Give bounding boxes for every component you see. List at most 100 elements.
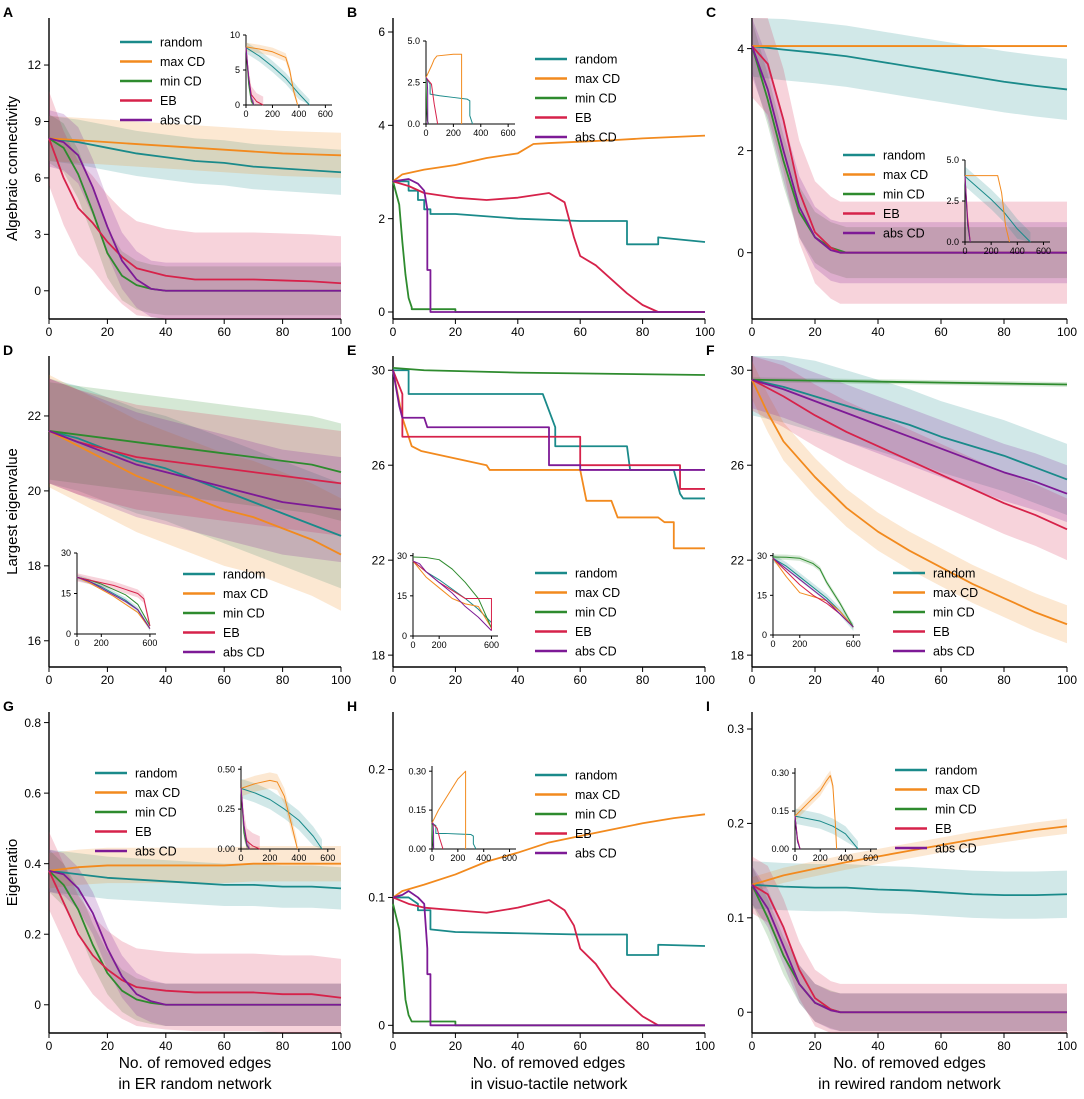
panel-h-letter: H	[347, 698, 357, 714]
panel-g-inset-y-tick-label: 0.00	[217, 844, 235, 854]
panel-e: E 0 20 40 60 80 100 18 22 26 30 random max CD min CD E…	[347, 342, 715, 687]
panel-i-band-min-cd	[752, 865, 1067, 1032]
panel-f-series-eb	[751, 378, 1068, 531]
panel-h-inset-y-tick-label: 0.00	[408, 844, 426, 854]
panel-b-series-random	[393, 180, 706, 246]
panel-g-x-tick-label: 20	[101, 1039, 115, 1053]
panel-e-inset: 0 200 600 0 15 30	[397, 551, 499, 650]
panel-d-x-tick-label: 40	[159, 673, 173, 687]
panel-g-inset-y-tick-label: 0.25	[217, 804, 235, 814]
panel-c-inset-y-tick-label: 0.0	[946, 237, 959, 247]
panel-c-inset-x-tick-label: 400	[1010, 246, 1025, 256]
panel-d-inset-series-eb	[76, 576, 151, 627]
panel-a-legend-label-eb: EB	[160, 94, 177, 108]
panel-d-legend-label-abs-cd: abs CD	[223, 646, 265, 660]
panel-a-series-max-cd	[48, 137, 342, 157]
panel-i-series-abs-cd	[751, 884, 1067, 1014]
panel-a-inset-y-tick-label: 0	[235, 100, 240, 110]
panel-h-series-min-cd	[392, 903, 705, 1027]
panel-a-legend-label-random: random	[160, 36, 202, 50]
panel-h-x-tick-label: 100	[695, 1039, 715, 1053]
panel-g-series-abs-cd	[48, 869, 341, 1006]
panel-f: F 0 20 40 60 80 100 18 22 26 30 random max CD min CD E…	[706, 342, 1077, 687]
panel-b-series-abs-cd	[392, 178, 705, 313]
panel-d-y-tick-label: 20	[28, 484, 42, 498]
panel-b-legend-label-abs-cd: abs CD	[575, 131, 617, 145]
panel-e-inset-x-tick-label: 0	[410, 640, 415, 650]
panel-i-x-tick-label: 20	[808, 1039, 822, 1053]
panel-b-inset-x-tick-label: 0	[423, 128, 428, 138]
panel-e-inset-y-tick-label: 0	[402, 631, 407, 641]
panel-g-band-min-cd	[49, 849, 341, 1026]
panel-e-x-tick-label: 0	[390, 673, 397, 687]
panel-g: G 0 20 40 60 80 100 0 0.2 0.4 0.6 0.8 random max CD mi…	[3, 698, 351, 1053]
panel-c-legend-label-min-cd: min CD	[883, 188, 925, 202]
panel-g-legend-label-min-cd: min CD	[135, 806, 177, 820]
panel-h-series-max-cd	[392, 813, 706, 899]
panel-c-inset-y-tick-label: 2.5	[946, 196, 959, 206]
panel-f-x-tick-label: 100	[1057, 673, 1077, 687]
panel-d-inset-x-tick-label: 200	[94, 638, 109, 648]
panel-a-inset-series-max-cd	[245, 46, 299, 106]
panel-h-inset-bg	[432, 766, 516, 849]
panel-g-y-tick-label: 0.8	[24, 716, 41, 730]
panel-c-legend-label-abs-cd: abs CD	[883, 227, 925, 241]
panel-g-legend-label-eb: EB	[135, 825, 152, 839]
panel-d-inset-x-tick-label: 0	[74, 638, 79, 648]
panel-f-series-max-cd	[751, 379, 1068, 626]
panel-d-legend-label-eb: EB	[223, 626, 240, 640]
panel-b-x-tick-label: 20	[449, 325, 463, 339]
panel-b-x-tick-label: 40	[511, 325, 525, 339]
panel-g-series-max-cd	[48, 862, 341, 872]
panel-g-letter: G	[3, 698, 14, 714]
panel-f-letter: F	[706, 342, 715, 358]
panel-d-y-tick-label: 16	[28, 634, 42, 648]
panel-i-legend: random max CD min CD EB abs CD	[895, 764, 980, 856]
panel-f-y-tick-label: 22	[731, 553, 745, 567]
panel-a-band-abs-cd	[49, 110, 341, 320]
panel-h-series-eb	[392, 896, 705, 1027]
col-xlabel-3-line-1: No. of removed edges	[833, 1055, 986, 1072]
panel-h-x-tick-label: 20	[449, 1039, 463, 1053]
panel-b-inset-bg	[426, 41, 515, 124]
panel-e-series-max-cd	[392, 370, 705, 550]
panel-g-inset-series-max-cd	[240, 779, 298, 850]
panel-f-series-min-cd	[751, 378, 1068, 386]
panel-f-inset-x-tick-label: 200	[792, 639, 807, 649]
panel-a-inset-band-max-cd	[246, 42, 298, 105]
panel-e-x-tick-label: 20	[449, 673, 463, 687]
panel-b-y-tick-label: 0	[378, 305, 385, 319]
panel-h-inset-series-abs-cd	[432, 822, 435, 850]
panel-c-legend-label-eb: EB	[883, 207, 900, 221]
panel-c-inset-series-max-cd	[965, 175, 1010, 243]
panel-f-inset-y-tick-label: 0	[762, 630, 767, 640]
panel-e-y-tick-label: 30	[372, 363, 386, 377]
panel-d-x-tick-label: 80	[276, 673, 290, 687]
panel-a-band-random	[49, 115, 341, 195]
panel-f-x-tick-label: 0	[749, 673, 756, 687]
panel-e-legend-label-min-cd: min CD	[575, 606, 617, 620]
panel-d-band-min-cd	[49, 382, 341, 521]
panel-b-legend-label-eb: EB	[575, 111, 592, 125]
panel-b-y-tick-label: 4	[378, 119, 385, 133]
panel-h-legend-label-max-cd: max CD	[575, 788, 620, 802]
panel-i-inset-x-tick-label: 0	[792, 853, 797, 863]
panel-h-y-tick-label: 0	[378, 1019, 385, 1033]
panel-a-legend-label-abs-cd: abs CD	[160, 114, 202, 128]
panel-h-inset-y-tick-label: 0.15	[408, 805, 426, 815]
panel-f-inset-x-tick-label: 600	[846, 639, 861, 649]
panel-h-x-tick-label: 80	[636, 1039, 650, 1053]
panel-b-legend-label-random: random	[575, 53, 617, 67]
panel-e-inset-y-tick-label: 30	[397, 551, 407, 561]
panel-f-legend-label-min-cd: min CD	[933, 606, 975, 620]
panel-b-x-tick-label: 80	[636, 325, 650, 339]
panel-e-inset-y-tick-label: 15	[397, 591, 407, 601]
panel-a-y-tick-label: 3	[34, 228, 41, 242]
panel-g-series-eb	[48, 870, 342, 999]
panel-f-y-tick-label: 18	[731, 648, 745, 662]
panel-e-y-tick-label: 26	[372, 458, 386, 472]
panel-f-inset-x-tick-label: 0	[770, 639, 775, 649]
panel-e-series-eb	[392, 369, 705, 490]
panel-a-x-tick-label: 100	[331, 325, 351, 339]
